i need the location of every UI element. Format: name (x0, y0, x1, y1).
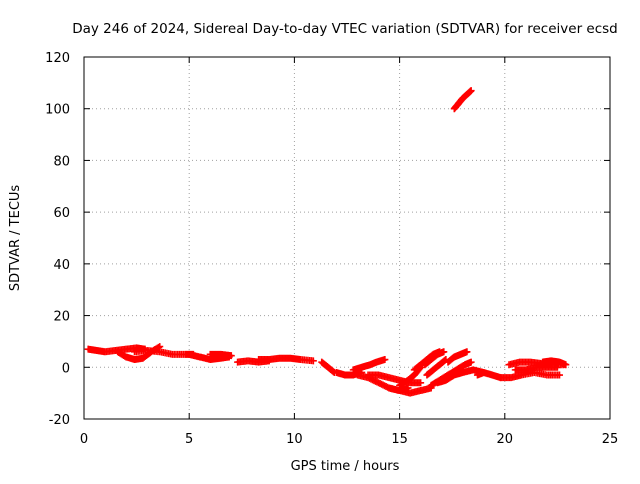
x-tick-label: 20 (497, 432, 514, 447)
x-tick-label: 0 (80, 432, 88, 447)
y-tick-label: 20 (53, 310, 70, 325)
x-tick-label: 25 (602, 432, 619, 447)
series-arc-23 (497, 368, 564, 382)
series-arc-7 (255, 354, 317, 365)
x-tick-label: 10 (286, 432, 303, 447)
data-point (440, 348, 448, 356)
series-arc-5 (206, 350, 235, 360)
y-tick-label: 100 (45, 103, 70, 118)
y-tick-label: -20 (49, 413, 70, 428)
x-axis-label: GPS time / hours (291, 459, 400, 474)
series-arc-20 (444, 348, 471, 366)
data-point (227, 352, 235, 360)
y-tick-label: 120 (45, 51, 70, 66)
x-tick-label: 5 (185, 432, 193, 447)
plot-frame (83, 56, 611, 420)
series-arc-14 (396, 363, 425, 389)
series-arc-13 (385, 384, 435, 397)
data-point (463, 348, 471, 356)
series-arc-1 (84, 344, 149, 356)
x-tick-label: 15 (391, 432, 408, 447)
series-arc-8 (318, 358, 338, 376)
data-point (417, 379, 425, 387)
y-tick-label: 0 (62, 361, 70, 376)
data-point (562, 361, 570, 369)
series-arc-26 (539, 357, 570, 369)
data-point (467, 87, 475, 95)
y-tick-label: 60 (53, 206, 70, 221)
data-point (467, 358, 475, 366)
data-point (556, 371, 564, 379)
data-point (309, 357, 317, 365)
y-axis-label: SDTVAR / TECUs (8, 185, 23, 292)
chart-title: Day 246 of 2024, Sidereal Day-to-day VTE… (72, 21, 618, 37)
y-tick-label: 80 (53, 154, 70, 169)
series-arc-21 (450, 87, 475, 113)
y-tick-label: 40 (53, 258, 70, 273)
data-point (381, 356, 389, 364)
series-arc-10 (349, 356, 389, 374)
series-arc-16 (421, 348, 448, 369)
